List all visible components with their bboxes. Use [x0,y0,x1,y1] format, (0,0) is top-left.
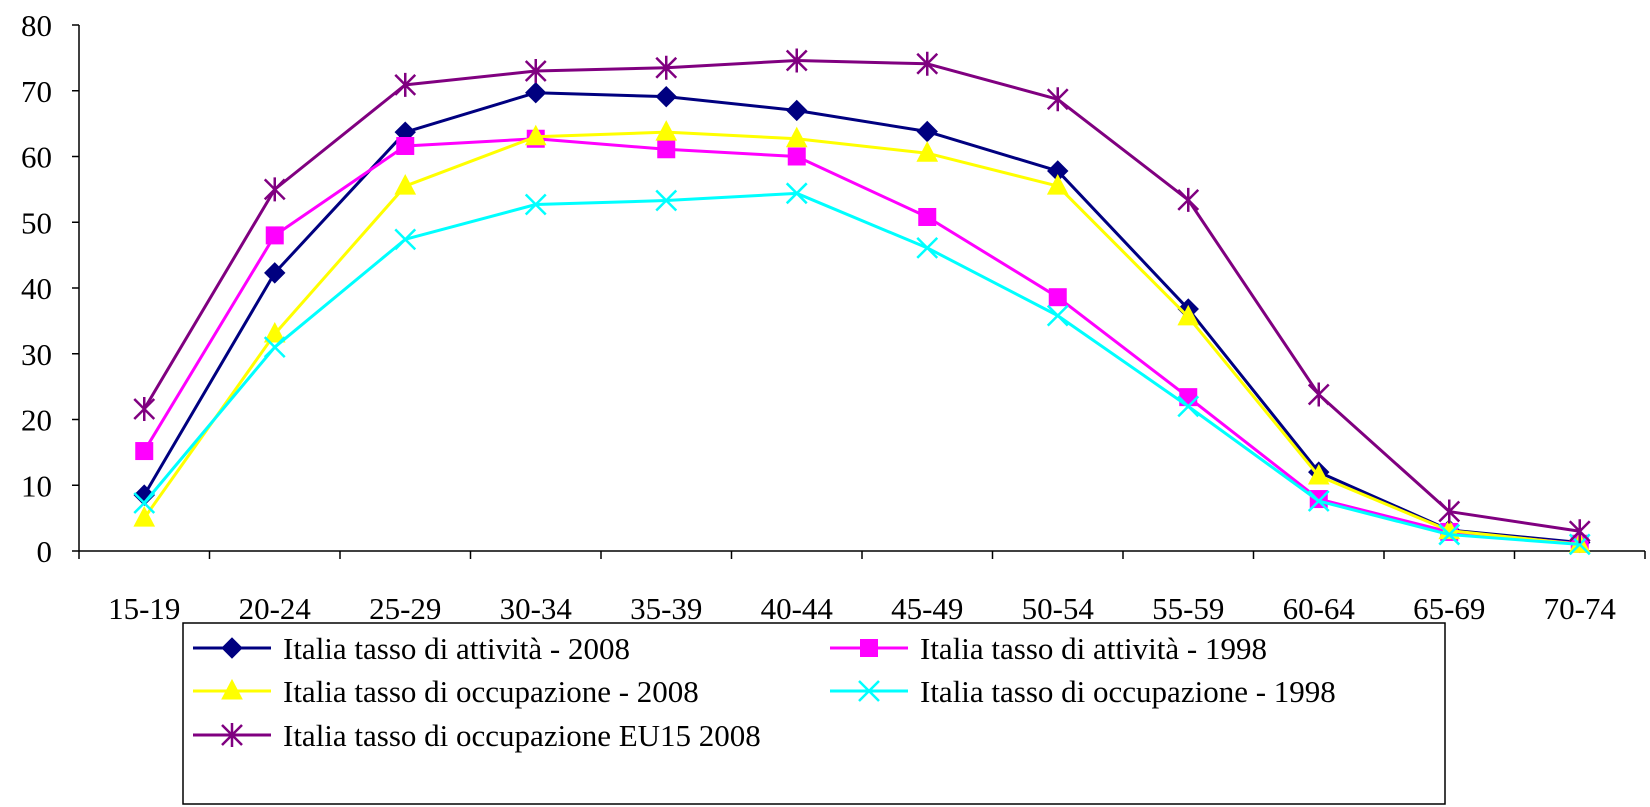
data-point-square [918,207,937,226]
data-point-x [524,193,547,216]
data-point-x [785,182,808,205]
legend-item: Italia tasso di occupazione - 2008 [193,674,699,709]
y-tick-label: 0 [37,534,53,569]
legend-item: Italia tasso di attività - 2008 [193,631,630,666]
data-point-triangle [1177,304,1200,326]
data-point-x [1046,304,1069,327]
data-point-star [263,177,286,202]
y-axis: 0 10 20 30 40 50 60 70 80 [21,8,80,569]
legend-item: Italia tasso di occupazione - 1998 [830,674,1336,709]
data-point-square [787,147,806,166]
legend-label: Italia tasso di occupazione EU15 2008 [283,718,761,753]
data-point-star [916,51,939,76]
data-point-square [1048,288,1067,307]
data-point-diamond [264,262,286,284]
data-point-x [1177,395,1200,418]
y-tick-label: 30 [21,337,52,372]
data-point-star [1307,382,1330,407]
data-point-x [1307,490,1330,512]
data-point-star [1438,499,1461,524]
x-tick-label: 55-59 [1152,591,1224,626]
data-point-star [785,48,808,73]
series-4 [133,182,1591,556]
series-3 [133,120,1591,553]
y-tick-label: 80 [21,8,52,43]
data-point-star [524,59,547,84]
legend-marker-diamond [221,637,243,659]
legend-marker-x [858,680,880,702]
series-layer [133,48,1591,556]
data-point-triangle [263,321,286,343]
data-point-square [657,140,676,159]
legend-label: Italia tasso di attività - 2008 [283,631,630,666]
data-point-triangle [1307,463,1330,485]
legend-item: Italia tasso di attività - 1998 [830,631,1267,666]
data-point-x [133,492,156,514]
data-point-x [655,189,678,212]
x-tick-label: 35-39 [630,591,702,626]
series-5 [133,48,1591,544]
x-tick-label: 45-49 [891,591,963,626]
x-tick-label: 15-19 [108,591,180,626]
x-tick-label: 60-64 [1283,591,1356,626]
data-point-star [1046,87,1069,112]
legend-item: Italia tasso di occupazione EU15 2008 [193,718,761,753]
data-point-diamond [786,99,808,122]
data-point-x [263,336,286,359]
y-tick-label: 50 [21,205,52,240]
data-point-square [396,136,415,155]
legend: Italia tasso di attività - 2008 Italia ta… [182,622,1446,805]
x-tick-label: 20-24 [239,591,312,626]
data-point-diamond [133,484,155,506]
legend-label: Italia tasso di attività - 1998 [920,631,1267,666]
data-point-x [394,228,417,251]
x-tick-label: 40-44 [761,591,834,626]
x-axis: 15-19 20-24 25-29 30-34 35-39 40-44 45-49 50-54… [78,550,1646,626]
legend-box [182,622,1446,805]
y-tick-label: 40 [21,271,52,306]
x-tick-label: 30-34 [500,591,573,626]
data-point-star [655,55,678,80]
data-point-triangle [524,124,547,146]
series-line [143,130,1580,546]
x-tick-label: 65-69 [1413,591,1485,626]
data-point-triangle [655,120,678,141]
y-tick-label: 20 [21,403,52,438]
data-point-diamond [916,120,938,143]
data-point-triangle [133,506,156,527]
series-line [143,191,1580,546]
data-point-square [135,442,154,461]
y-tick-label: 10 [21,468,52,503]
series-line [142,59,1580,533]
data-point-triangle [916,141,939,162]
y-tick-label: 70 [21,74,52,109]
y-tick-label: 60 [21,140,52,175]
data-point-star [133,396,156,421]
data-point-star [1568,519,1591,544]
data-point-x [1438,523,1461,546]
x-tick-label: 50-54 [1022,591,1095,626]
data-point-triangle [785,126,808,148]
legend-label: Italia tasso di occupazione - 2008 [283,674,699,709]
legend-marker-square [860,639,878,657]
series-line [142,137,1580,546]
data-point-diamond [525,82,547,104]
series-line [142,91,1580,544]
data-point-triangle [394,174,417,195]
x-tick-label: 25-29 [369,591,441,626]
legend-marker-star [221,723,243,747]
series-1 [133,82,1591,554]
data-point-square [1309,490,1328,509]
data-point-diamond [655,85,677,108]
data-point-star [1177,187,1200,212]
x-tick-label: 70-74 [1544,591,1617,626]
legend-label: Italia tasso di occupazione - 1998 [920,674,1336,709]
series-2 [135,129,1589,553]
data-point-x [916,237,939,259]
data-point-star [394,72,417,97]
data-point-triangle [1046,174,1069,195]
legend-marker-triangle [221,678,243,700]
data-point-square [265,226,284,245]
